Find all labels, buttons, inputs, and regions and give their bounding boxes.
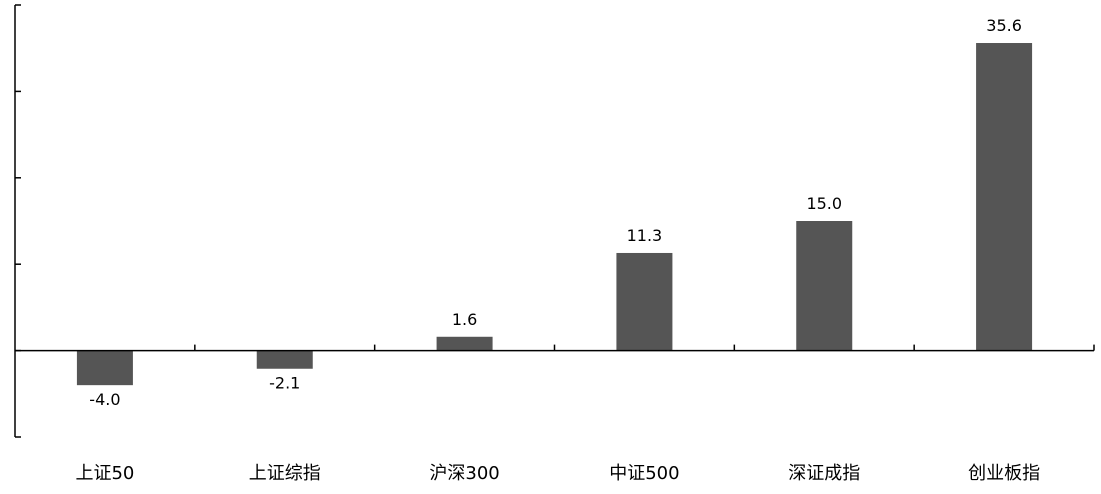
category-label: 沪深300: [429, 463, 499, 484]
category-labels-group: 上证50 上证综指 沪深300 中证500 深证成指 创业板指: [75, 463, 1040, 484]
data-label: 1.6: [452, 310, 477, 329]
value-labels-group: -4.0 -2.1 1.6 11.3 15.0 35.6: [89, 16, 1022, 409]
x-axis: [15, 344, 1095, 352]
bar-1: [76, 350, 133, 386]
category-label: 创业板指: [968, 463, 1040, 484]
data-label: -2.1: [269, 374, 300, 393]
category-label: 上证50: [75, 463, 134, 484]
bar-5: [796, 221, 853, 351]
bar-4: [616, 252, 673, 351]
bar-2: [256, 350, 313, 369]
data-label: 11.3: [627, 226, 663, 245]
y-axis: [14, 4, 21, 438]
bar-6: [976, 43, 1033, 351]
category-label: 中证500: [609, 463, 679, 484]
data-label: 35.6: [986, 16, 1022, 35]
data-label: -4.0: [89, 390, 120, 409]
category-label: 上证综指: [249, 463, 321, 484]
bar-3: [436, 336, 493, 351]
category-label: 深证成指: [788, 463, 860, 484]
bars-group: [76, 43, 1033, 386]
data-label: 15.0: [806, 194, 842, 213]
